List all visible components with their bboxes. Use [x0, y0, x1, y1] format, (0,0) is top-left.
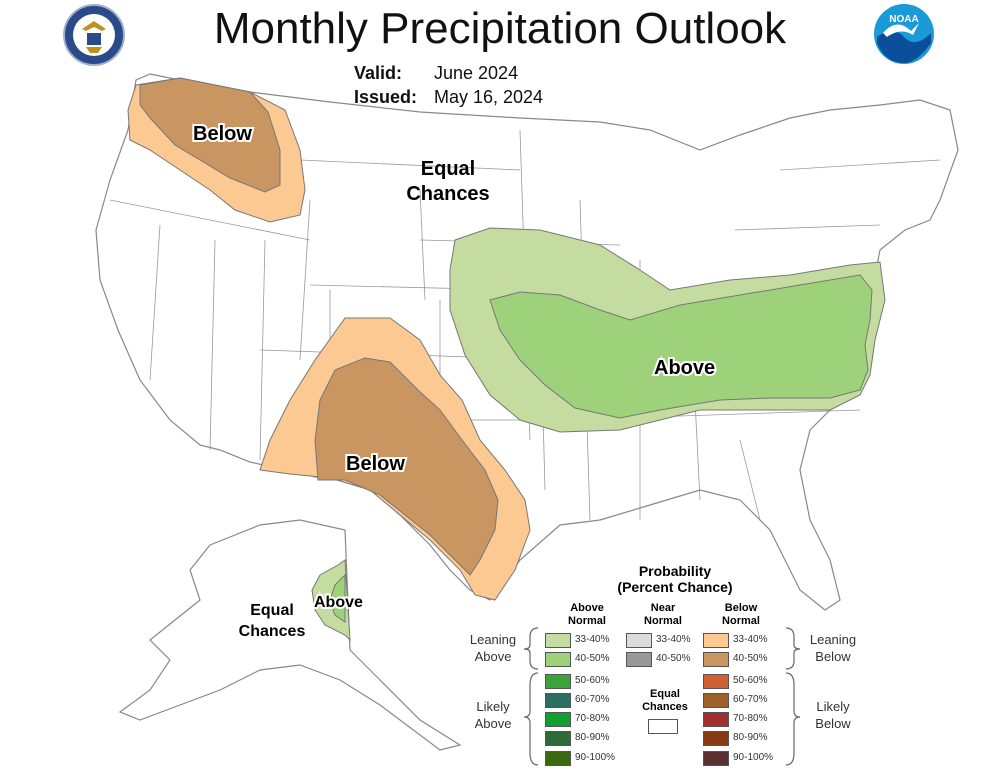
likely-above-label: Likely Above [474, 699, 512, 731]
legend-below-range-label-1: 33-40% [733, 634, 768, 645]
legend-above-swatch-4 [545, 693, 571, 708]
legend-above-swatch-6 [545, 731, 571, 746]
legend-title-2: (Percent Chance) [617, 579, 733, 595]
legend-below-swatch-6 [703, 731, 729, 746]
legend-above-head: Above Normal [568, 602, 606, 627]
issued-value: May 16, 2024 [434, 87, 544, 107]
nw-below-label: Below [193, 123, 252, 145]
legend-near-range-label-1: 33-40% [656, 634, 691, 645]
legend-below-swatch-4 [703, 693, 729, 708]
central-equal-label-2: Chances [406, 183, 489, 205]
legend-below-head: Below Normal [722, 602, 760, 627]
legend-near-range-label-2: 40-50% [656, 653, 691, 664]
legend-above-range-label-5: 70-80% [575, 713, 610, 724]
nw-below-likely-region [139, 77, 281, 193]
legend-equal-swatch [648, 719, 678, 734]
ak-equal-label-1: Equal [250, 602, 294, 619]
likely-below-label: Likely Below [815, 699, 851, 731]
legend-above-range-label-3: 50-60% [575, 675, 610, 686]
ak-above-likely-region [329, 573, 346, 623]
central-equal-label-1: Equal [421, 158, 475, 180]
legend-above-range-label-4: 60-70% [575, 694, 610, 705]
valid-line: Valid: June 2024 [354, 63, 518, 84]
right-braces [785, 627, 801, 766]
valid-label: Valid: [354, 63, 403, 83]
east-above-label: Above [654, 357, 715, 379]
legend-above-swatch-3 [545, 674, 571, 689]
legend-title-1: Probability [638, 563, 712, 579]
ak-above-label: Above [314, 594, 363, 611]
sw-below-likely-region [314, 357, 499, 576]
legend-below-swatch-1 [703, 633, 729, 648]
issued-line: Issued: May 16, 2024 [354, 87, 543, 108]
noaa-logo-icon: NOAA [874, 4, 934, 64]
legend-above-swatch-1 [545, 633, 571, 648]
legend-equal-head: Equal Chances [642, 688, 688, 713]
valid-value: June 2024 [434, 63, 519, 83]
left-braces [523, 627, 539, 766]
legend-above-swatch-2 [545, 652, 571, 667]
legend-below-swatch-2 [703, 652, 729, 667]
legend-below-range-label-6: 80-90% [733, 732, 768, 743]
legend-near-swatch-1 [626, 633, 652, 648]
legend-near-swatch-2 [626, 652, 652, 667]
issued-label: Issued: [354, 87, 418, 107]
legend-above-swatch-7 [545, 751, 571, 766]
legend-above-range-label-6: 80-90% [575, 732, 610, 743]
legend-below-swatch-3 [703, 674, 729, 689]
legend-below-range-label-3: 50-60% [733, 675, 768, 686]
leaning-above-label: Leaning Above [469, 632, 517, 664]
legend-near-head: Near Normal [644, 602, 682, 627]
legend-below-swatch-5 [703, 712, 729, 727]
legend-above-range-label-7: 90-100% [575, 752, 616, 763]
legend-below-range-label-7: 90-100% [733, 752, 774, 763]
page-title: Monthly Precipitation Outlook [213, 4, 787, 53]
department-of-commerce-seal-icon [63, 4, 125, 66]
leaning-below-label: Leaning Below [809, 632, 857, 664]
east-above-likely-region [489, 274, 873, 419]
legend: Probability (Percent Chance) [540, 563, 810, 595]
svg-text:NOAA: NOAA [889, 14, 918, 25]
sw-below-label: Below [346, 453, 405, 475]
legend-above-range-label-2: 40-50% [575, 653, 610, 664]
legend-below-range-label-5: 70-80% [733, 713, 768, 724]
ak-equal-label-2: Chances [239, 623, 306, 640]
legend-below-range-label-4: 60-70% [733, 694, 768, 705]
legend-below-range-label-2: 40-50% [733, 653, 768, 664]
legend-above-swatch-5 [545, 712, 571, 727]
legend-above-range-label-1: 33-40% [575, 634, 610, 645]
legend-below-swatch-7 [703, 751, 729, 766]
